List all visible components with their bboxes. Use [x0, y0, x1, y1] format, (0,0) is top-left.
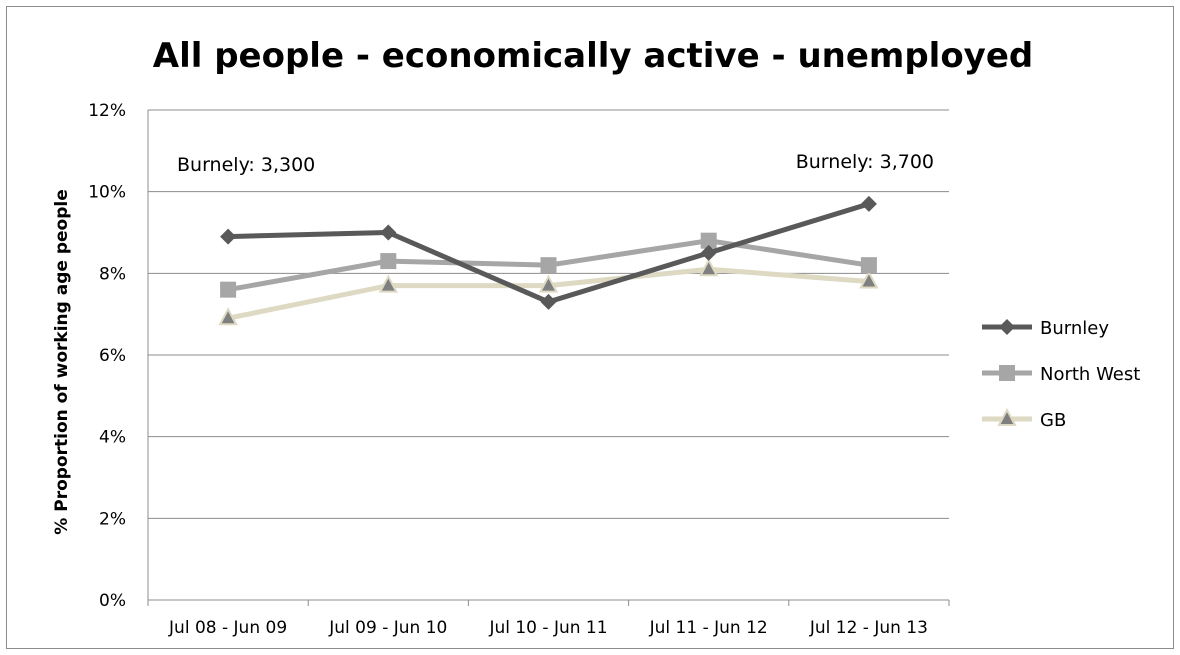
series-burnley — [220, 195, 877, 310]
data-point-north-west — [700, 232, 717, 249]
x-tick-label: Jul 11 - Jun 12 — [649, 618, 768, 638]
legend-marker — [999, 365, 1015, 381]
legend-marker — [999, 319, 1015, 335]
x-tick-label: Jul 08 - Jun 09 — [168, 618, 287, 638]
legend-item-gb: GB — [982, 407, 1066, 431]
legend-label: Burnley — [1040, 318, 1109, 339]
series-north-west — [220, 232, 877, 298]
data-point-burnley — [540, 293, 557, 310]
y-tick-label: 4% — [99, 428, 126, 448]
data-point-burnley — [700, 244, 717, 261]
data-point-north-west — [540, 257, 557, 274]
legend-item-burnley: Burnley — [982, 318, 1109, 339]
data-point-north-west — [380, 253, 397, 270]
legend-label: GB — [1040, 410, 1066, 431]
line-chart: All people - economically active - unemp… — [52, 36, 1140, 638]
legend-item-north-west: North West — [982, 364, 1140, 385]
data-point-burnley — [380, 224, 397, 241]
y-tick-label: 2% — [99, 509, 126, 529]
x-tick-label: Jul 10 - Jun 11 — [488, 618, 607, 638]
y-tick-label: 6% — [99, 346, 126, 366]
data-point-gb — [538, 274, 559, 293]
data-point-gb — [218, 307, 238, 326]
data-point-gb — [378, 274, 398, 293]
chart-frame: All people - economically active - unemp… — [6, 6, 1174, 649]
chart-title: All people - economically active - unemp… — [153, 36, 1034, 76]
data-point-burnley — [220, 228, 237, 245]
legend-marker — [997, 407, 1017, 426]
data-point-burnley — [860, 195, 877, 212]
x-tick-label: Jul 09 - Jun 10 — [328, 618, 447, 638]
y-tick-label: 12% — [88, 101, 126, 121]
series-gb — [218, 258, 879, 326]
data-point-gb — [699, 258, 719, 277]
y-axis-label: % Proportion of working age people — [52, 189, 72, 534]
data-point-gb — [859, 270, 879, 289]
y-tick-label: 8% — [99, 264, 126, 284]
data-point-north-west — [220, 281, 237, 298]
legend-label: North West — [1040, 364, 1140, 385]
legend: Burnley North West GB — [982, 318, 1140, 431]
y-tick-label: 0% — [99, 591, 126, 611]
annotation-right: Burnely: 3,700 — [796, 151, 934, 173]
data-point-north-west — [860, 257, 877, 274]
y-tick-label: 10% — [88, 183, 126, 203]
x-tick-label: Jul 12 - Jun 13 — [809, 618, 928, 638]
annotation-left: Burnely: 3,300 — [177, 154, 315, 176]
